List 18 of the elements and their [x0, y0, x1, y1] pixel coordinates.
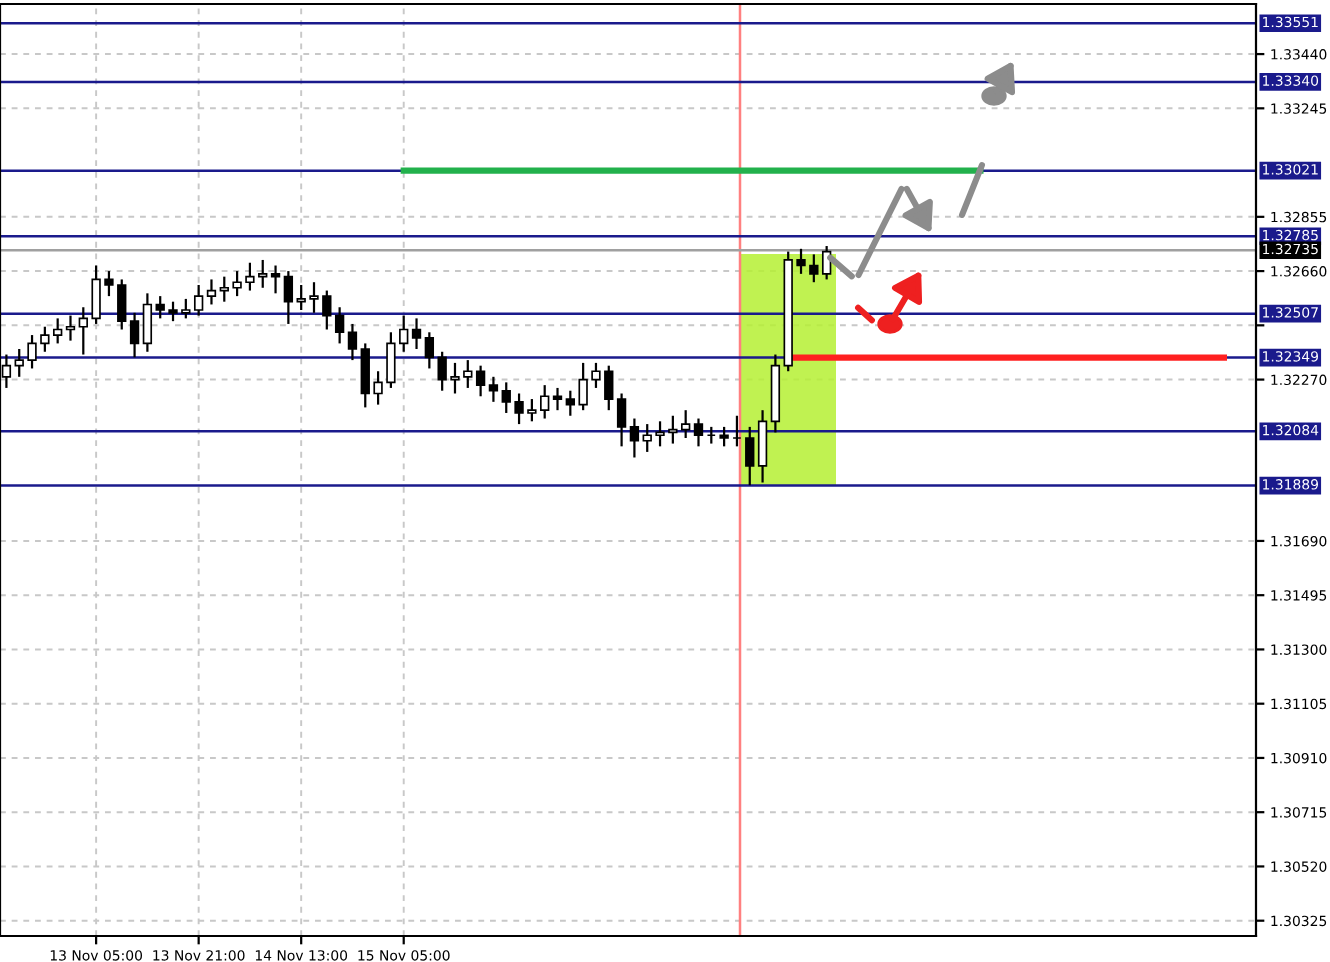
- candlestick: [616, 392, 627, 448]
- candlestick: [745, 425, 755, 487]
- candlestick: [129, 311, 140, 359]
- candlestick: [411, 317, 422, 351]
- candlestick: [347, 322, 358, 362]
- candlestick: [283, 269, 294, 326]
- candlestick: [552, 386, 563, 412]
- candlestick: [65, 314, 76, 342]
- candlestick: [629, 417, 640, 459]
- candlestick: [719, 425, 729, 448]
- candlestick: [475, 364, 486, 398]
- candlestick: [270, 264, 281, 295]
- candlestick: [693, 417, 704, 448]
- candlestick: [142, 292, 153, 353]
- candlestick: [488, 375, 499, 403]
- candlestick: [757, 409, 768, 484]
- candlestick: [206, 278, 217, 306]
- candlestick: [334, 306, 345, 345]
